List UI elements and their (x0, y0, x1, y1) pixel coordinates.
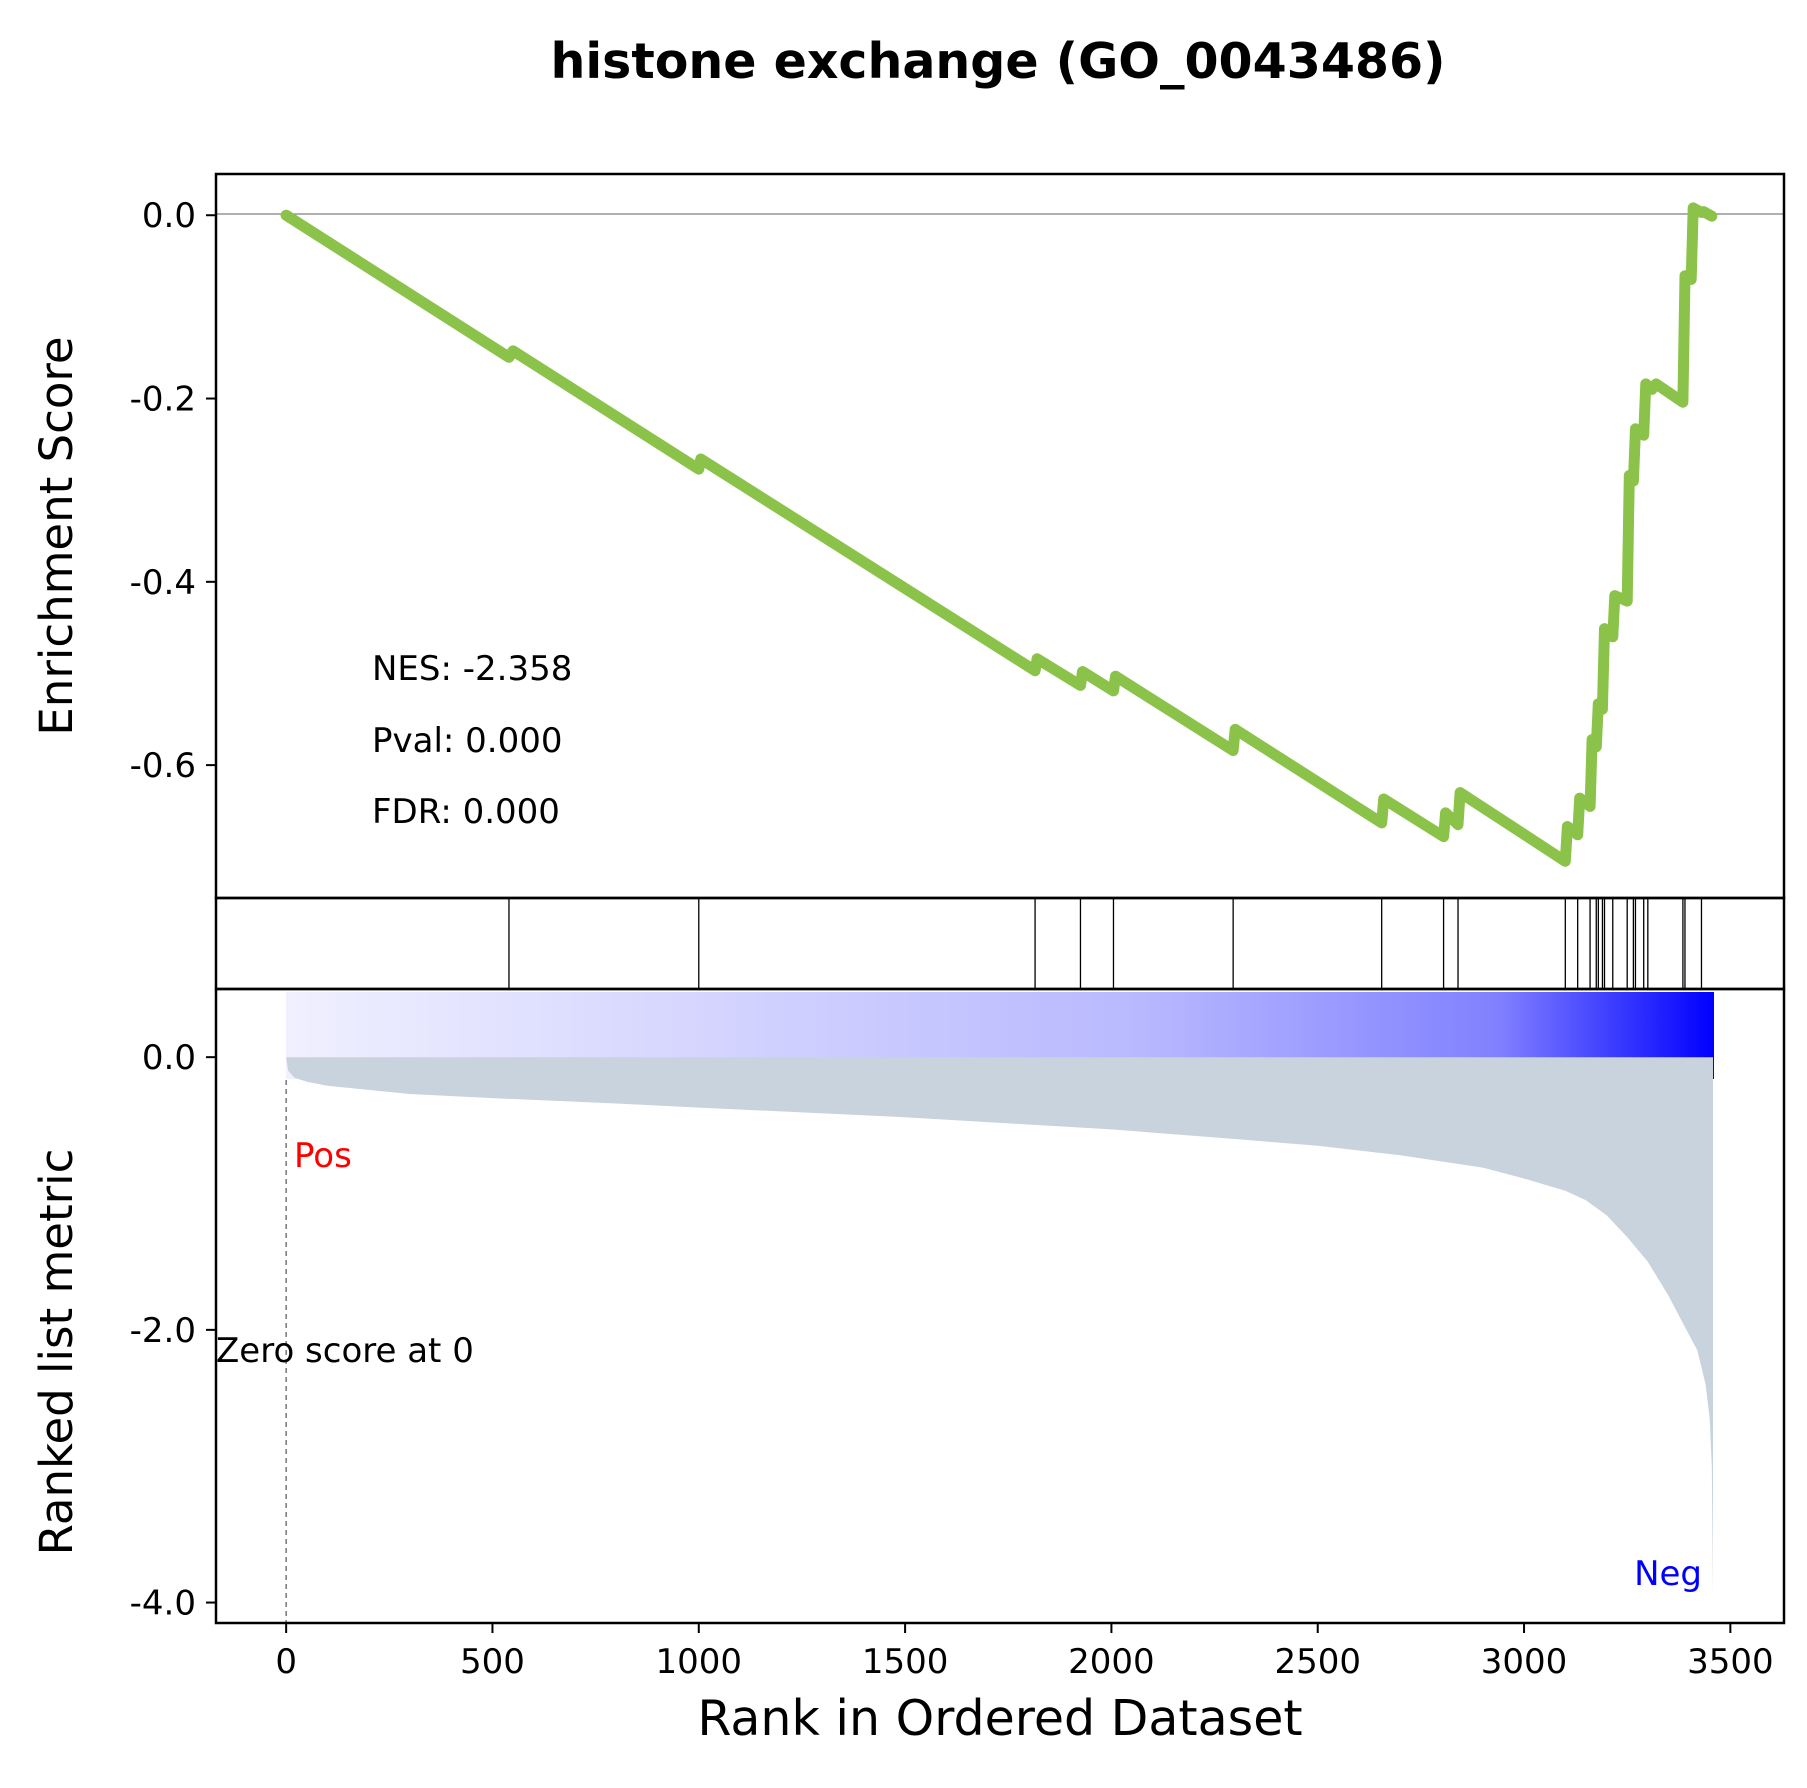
neg-label: Neg (1634, 1554, 1702, 1594)
x-tick-label: 3000 (1481, 1642, 1568, 1682)
rank-frame (214, 987, 1786, 1625)
es-y-tick-label: -0.6 (130, 746, 196, 786)
es-y-tick-label: -0.2 (130, 380, 196, 420)
es-y-tick-label: -0.4 (130, 563, 196, 603)
hit-markers (508, 898, 1703, 989)
nes-annotation: NES: -2.358 (372, 649, 572, 689)
es-ylabel: Enrichment Score (30, 336, 83, 735)
fdr-annotation: FDR: 0.000 (372, 792, 560, 832)
es-frame (214, 172, 1786, 900)
pos-label: Pos (294, 1136, 352, 1176)
x-tick-label: 500 (460, 1642, 525, 1682)
pval-annotation: Pval: 0.000 (372, 721, 563, 761)
rank-ylabel: Ranked list metric (30, 1149, 83, 1556)
enrichment-score-line (280, 202, 1718, 867)
rank-y-tick-label: 0.0 (142, 1038, 196, 1078)
x-axis-ticks: 0 500 1000 1500 2000 2500 3000 3500 (275, 1623, 1774, 1682)
x-axis-label: Rank in Ordered Dataset (697, 1690, 1302, 1747)
chart-title: histone exchange (GO_0043486) (550, 33, 1445, 90)
x-tick-label: 3500 (1687, 1642, 1774, 1682)
rank-y-tick-label: -4.0 (130, 1584, 196, 1624)
x-tick-label: 1000 (656, 1642, 743, 1682)
x-tick-label: 2000 (1068, 1642, 1155, 1682)
hits-frame (214, 896, 1786, 991)
es-y-tick-label: 0.0 (142, 196, 196, 236)
x-tick-label: 2500 (1274, 1642, 1361, 1682)
x-tick-label: 0 (275, 1642, 297, 1682)
zero-cross-label: Zero score at 0 (216, 1331, 474, 1371)
x-tick-label: 1500 (862, 1642, 949, 1682)
rank-y-ticks: 0.0 -2.0 -4.0 (130, 1038, 216, 1624)
rank-y-tick-label: -2.0 (130, 1311, 196, 1351)
ranked-metric-area (286, 1057, 1714, 1596)
es-y-ticks: 0.0 -0.2 -0.4 -0.6 (130, 196, 216, 786)
